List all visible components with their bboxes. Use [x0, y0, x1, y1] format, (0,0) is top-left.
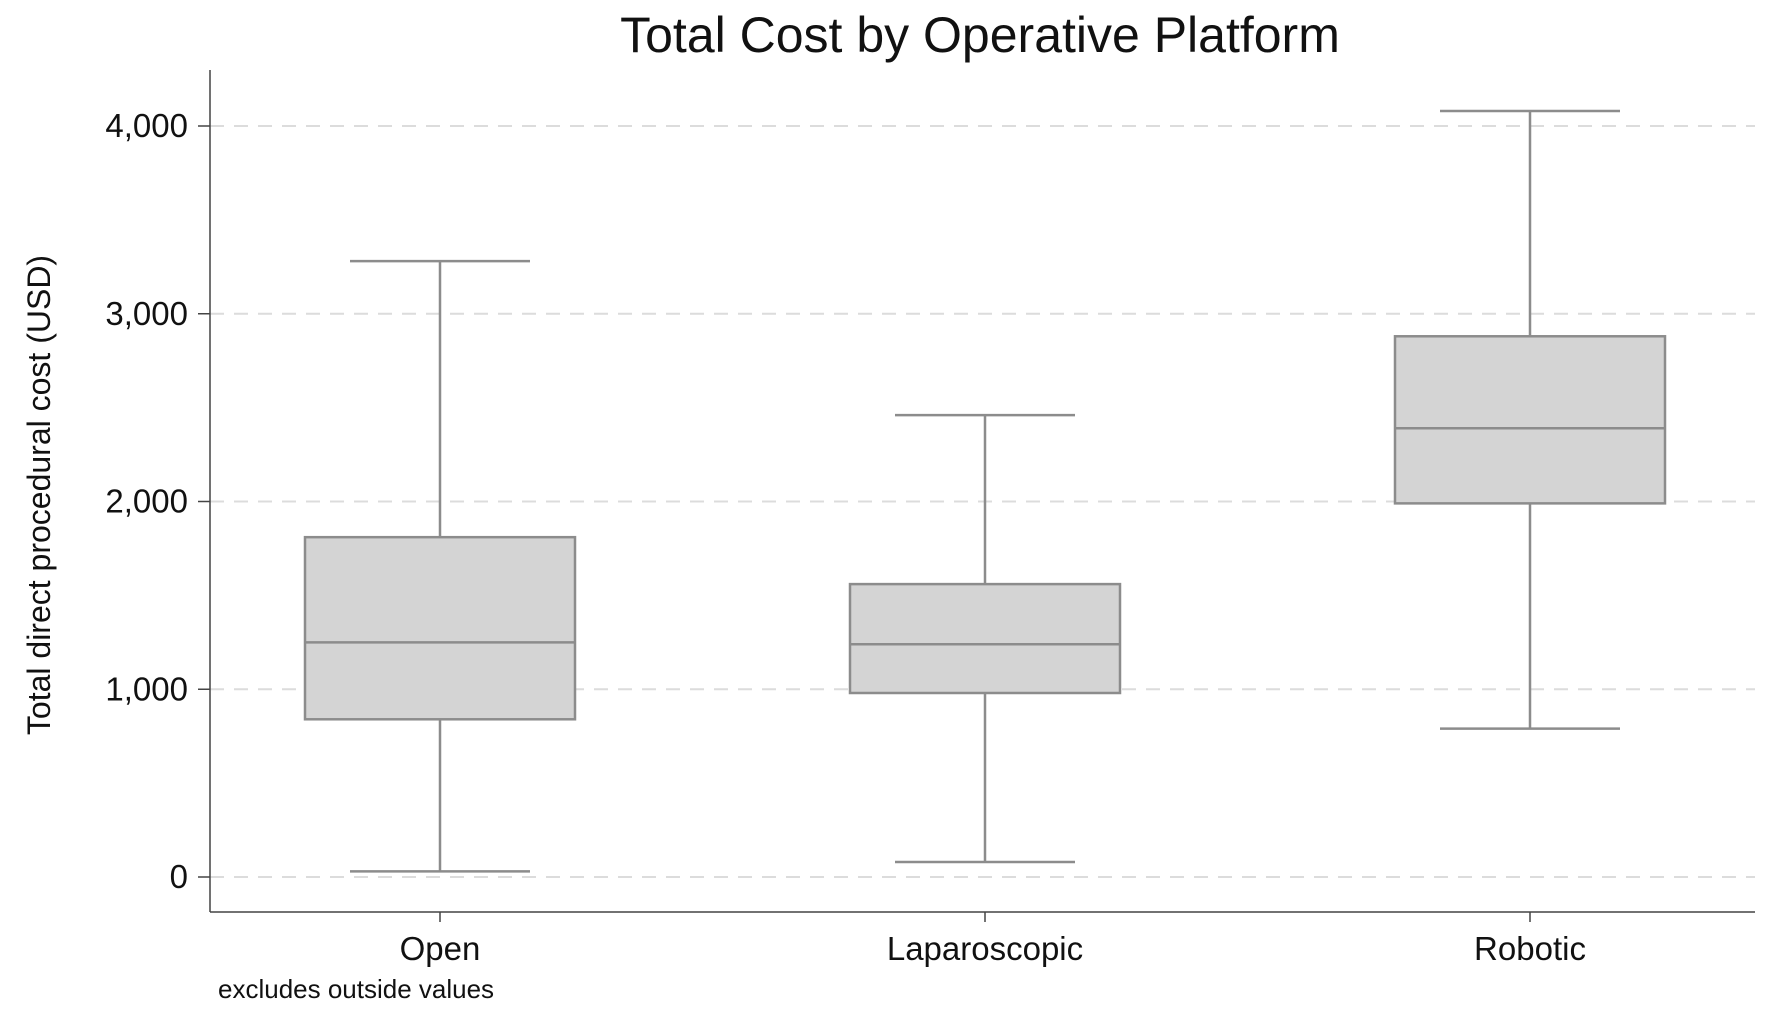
- y-tick-label: 1,000: [105, 670, 188, 707]
- y-tick-labels: 0 1,000 2,000 3,000 4,000: [105, 107, 188, 895]
- box-laparoscopic: [848, 413, 1122, 864]
- category-label: Laparoscopic: [887, 930, 1083, 967]
- chart-title: Total Cost by Operative Platform: [620, 7, 1340, 63]
- y-axis-label: Total direct procedural cost (USD): [21, 255, 57, 735]
- iqr-box: [1393, 335, 1667, 505]
- box-open: [303, 259, 577, 873]
- box-robotic: [1393, 109, 1667, 730]
- y-tick-label: 0: [170, 858, 188, 895]
- chart-note: excludes outside values: [218, 974, 494, 1004]
- y-tick-label: 4,000: [105, 107, 188, 144]
- category-label: Open: [400, 930, 481, 967]
- iqr-box: [848, 582, 1122, 695]
- iqr-box: [303, 535, 577, 721]
- axes: [198, 70, 1755, 922]
- y-tick-label: 3,000: [105, 295, 188, 332]
- boxes: [303, 109, 1667, 873]
- y-tick-label: 2,000: [105, 483, 188, 520]
- category-label: Robotic: [1474, 930, 1586, 967]
- category-labels: Open Laparoscopic Robotic: [400, 930, 1586, 967]
